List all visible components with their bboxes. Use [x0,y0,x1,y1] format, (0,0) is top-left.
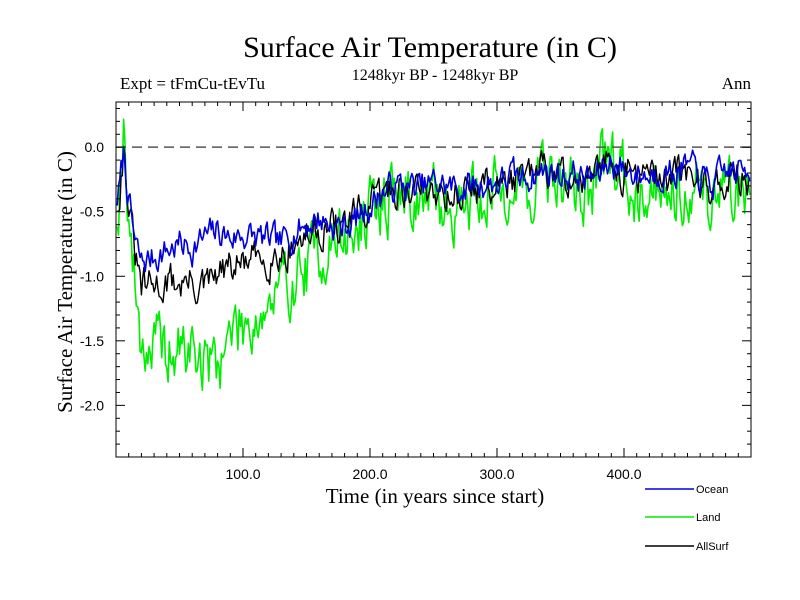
x-tick-label: 100.0 [225,466,260,482]
y-tick-label: 0.0 [85,139,105,155]
plot-lines [116,118,751,392]
y-tick-label: -1.0 [80,268,104,284]
x-axis-label: Time (in years since start) [326,484,545,508]
experiment-label: Expt = tFmCu-tEvTu [120,74,265,93]
legend: Ocean Land AllSurf [645,484,729,553]
series-line-land [116,118,751,392]
legend-label-allsurf: AllSurf [696,541,729,553]
plot-frame [115,101,752,458]
series-line-ocean [116,145,751,273]
legend-label-ocean: Ocean [696,484,728,496]
legend-label-land: Land [696,512,720,524]
axis-ticks [116,102,751,458]
x-tick-labels: 100.0 200.0 300.0 400.0 [225,466,641,482]
season-label: Ann [722,74,752,93]
y-tick-label: -2.0 [80,397,104,413]
chart-title: Surface Air Temperature (in C) [243,31,617,64]
y-tick-labels: 0.0 -0.5 -1.0 -1.5 -2.0 [80,139,104,413]
x-tick-label: 300.0 [479,466,514,482]
y-axis-label: Surface Air Temperature (in C) [53,151,77,413]
x-tick-label: 400.0 [606,466,641,482]
series-line-allsurf [116,145,751,305]
y-tick-label: -0.5 [80,204,104,220]
y-tick-label: -1.5 [80,333,104,349]
x-tick-label: 200.0 [352,466,387,482]
chart-subtitle: 1248kyr BP - 1248kyr BP [352,67,519,84]
